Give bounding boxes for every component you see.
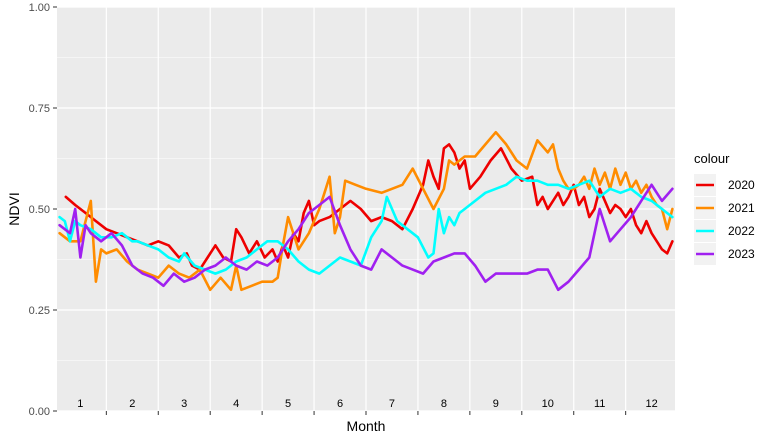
series-line-2022 [58, 175, 674, 275]
legend: colour 2020 2021 2022 2023 [694, 151, 755, 265]
month-labels: 1 2 3 4 5 6 7 8 9 10 11 12 [77, 398, 657, 410]
month-label: 6 [337, 398, 343, 410]
month-label: 2 [129, 398, 135, 410]
y-tick-label: 0.50 [29, 204, 50, 216]
x-axis-title: Month [347, 418, 386, 434]
month-label: 4 [233, 398, 239, 410]
month-label: 10 [542, 398, 554, 410]
legend-label-2023: 2023 [728, 247, 755, 261]
series-lines [58, 130, 674, 292]
y-tick-label: 0.75 [29, 103, 50, 115]
y-axis-title: NDVI [6, 192, 22, 225]
month-label: 8 [441, 398, 447, 410]
month-label: 1 [77, 398, 83, 410]
legend-label-2021: 2021 [728, 201, 755, 215]
month-label: 7 [389, 398, 395, 410]
series-line-2021 [58, 130, 674, 292]
month-label: 11 [594, 398, 605, 410]
grid-major [57, 6, 675, 412]
y-tick-label: 0.00 [29, 406, 50, 418]
month-label: 9 [493, 398, 499, 410]
y-tick-label: 1.00 [29, 2, 50, 14]
legend-label-2022: 2022 [728, 224, 755, 238]
y-tick-label: 0.25 [29, 305, 50, 317]
month-label: 3 [181, 398, 187, 410]
legend-title: colour [694, 151, 730, 166]
x-axis-ticks [105, 411, 627, 415]
legend-label-2020: 2020 [728, 178, 755, 192]
y-axis-ticks: 0.00 0.25 0.50 0.75 1.00 [29, 2, 57, 418]
series-line-2023 [58, 183, 674, 292]
month-label: 5 [285, 398, 291, 410]
month-label: 12 [646, 398, 658, 410]
